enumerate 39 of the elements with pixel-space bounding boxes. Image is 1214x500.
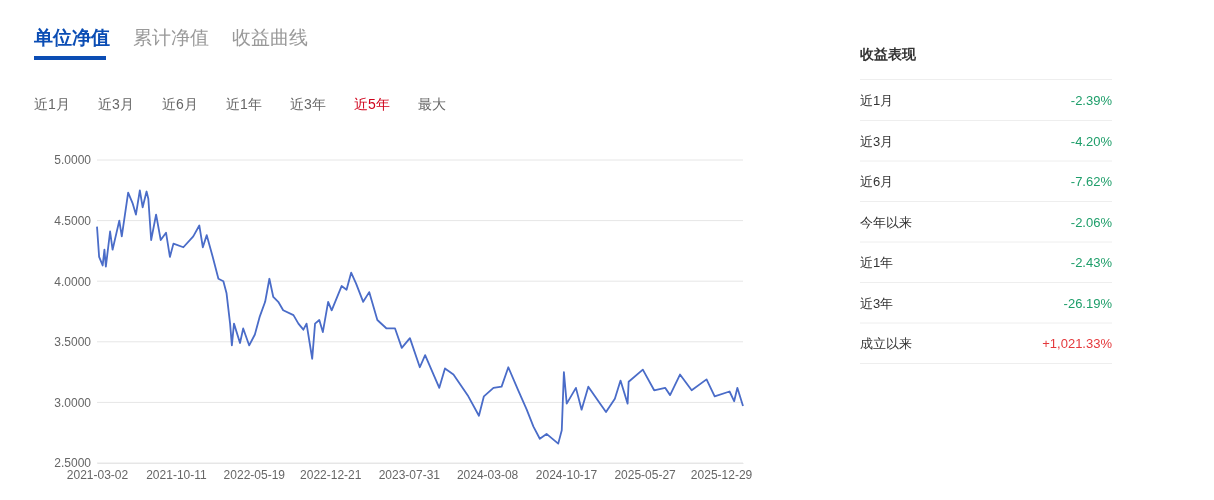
text: 近1年 — [226, 96, 262, 112]
category-label: 近6月 — [860, 174, 894, 189]
text: 近1月 — [34, 96, 70, 112]
text: 收益曲线 — [232, 27, 308, 48]
text: -2.06% — [1070, 214, 1112, 230]
text: 近5年 — [354, 96, 390, 112]
text: -2.39% — [1070, 93, 1112, 108]
text: 单位净值 — [33, 27, 110, 48]
text: 收益表现 — [860, 46, 917, 62]
x-tick-label: 2024-03-08 — [456, 467, 519, 482]
x-tick-label: 2021-10-11 — [146, 467, 207, 482]
text: 累计净值 — [133, 27, 209, 48]
text: 近3月 — [98, 96, 134, 112]
category-label: 近3月 — [860, 133, 894, 149]
y-tick-label: 4.0000 — [54, 274, 92, 289]
text: -2.43% — [1070, 255, 1112, 270]
x-tick-label: 2025-12-29 — [690, 467, 753, 482]
x-tick-label: 2023-07-31 — [378, 467, 441, 482]
y-tick-label: 3.5000 — [54, 335, 92, 350]
line-series — [96, 189, 744, 445]
y-tick-label: 4.5000 — [54, 213, 92, 228]
y-tick-label: 3.0000 — [54, 395, 92, 410]
x-tick-label: 2022-05-19 — [223, 467, 286, 482]
x-tick-label: 2025-05-27 — [614, 467, 677, 482]
text: 最大 — [418, 96, 446, 112]
y-tick-label: 5.0000 — [54, 153, 92, 168]
category-label: 近1月 — [860, 93, 894, 108]
category-label: 近3年 — [860, 295, 894, 311]
text: +1,021.33% — [1042, 336, 1112, 351]
x-tick-label: 2022-12-21 — [300, 467, 362, 482]
text: 近6月 — [162, 96, 198, 112]
text: -26.19% — [1063, 295, 1112, 311]
category-label: 近1年 — [860, 255, 894, 270]
category-label: 今年以来 — [860, 214, 912, 230]
x-tick-label: 2024-10-17 — [535, 467, 598, 482]
category-label: 成立以来 — [860, 336, 912, 351]
text: 近3年 — [290, 96, 326, 112]
text: -4.20% — [1070, 133, 1112, 149]
text: -7.62% — [1070, 174, 1112, 189]
